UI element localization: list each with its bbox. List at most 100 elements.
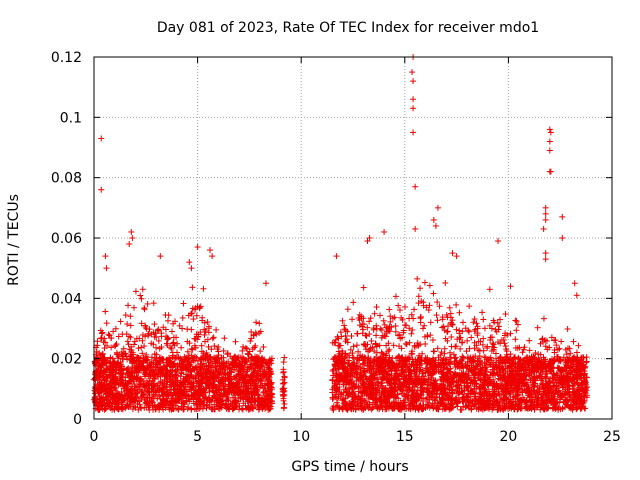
data-point xyxy=(280,359,287,366)
data-point xyxy=(138,344,145,351)
data-point xyxy=(204,319,211,326)
data-point xyxy=(512,336,519,343)
data-point xyxy=(221,335,228,342)
data-point xyxy=(112,325,119,332)
data-point xyxy=(417,313,424,320)
data-point xyxy=(350,299,357,306)
data-point xyxy=(402,340,409,347)
data-point xyxy=(583,354,590,361)
data-point xyxy=(165,312,172,319)
data-point xyxy=(401,303,408,310)
data-point xyxy=(434,345,441,352)
data-point xyxy=(507,351,514,358)
data-point xyxy=(94,380,101,387)
data-point xyxy=(371,310,378,317)
data-point xyxy=(103,320,110,327)
data-point xyxy=(466,303,473,310)
data-point xyxy=(257,348,264,355)
data-point xyxy=(179,314,186,321)
data-point xyxy=(465,328,472,335)
data-point xyxy=(470,319,477,326)
data-point xyxy=(575,342,582,349)
data-point xyxy=(448,333,455,340)
data-point xyxy=(260,344,267,351)
data-point xyxy=(138,405,145,412)
data-point xyxy=(373,304,380,311)
data-point xyxy=(210,334,217,341)
data-point xyxy=(141,343,148,350)
data-point xyxy=(446,304,453,311)
data-point xyxy=(453,301,460,308)
data-point xyxy=(102,339,109,346)
data-point xyxy=(448,343,455,350)
data-point xyxy=(139,286,146,293)
data-point xyxy=(164,336,171,343)
data-point xyxy=(172,318,179,325)
data-point xyxy=(540,315,547,322)
data-point xyxy=(131,304,138,311)
data-point xyxy=(102,308,109,315)
data-point xyxy=(348,332,355,339)
data-point xyxy=(386,346,393,353)
data-point xyxy=(253,319,260,326)
data-point xyxy=(421,322,428,329)
grid xyxy=(94,57,612,419)
data-point xyxy=(124,321,131,328)
data-point xyxy=(453,326,460,333)
data-point xyxy=(430,290,437,297)
data-point xyxy=(165,317,172,324)
data-point xyxy=(131,403,138,410)
data-point xyxy=(132,288,139,295)
data-point xyxy=(180,300,187,307)
data-point xyxy=(124,338,131,345)
data-point xyxy=(151,321,158,328)
data-point xyxy=(513,327,520,334)
data-point xyxy=(155,337,162,344)
data-point xyxy=(456,309,463,316)
data-point xyxy=(434,317,441,324)
data-point xyxy=(354,330,361,337)
chart-title: Day 081 of 2023, Rate Of TEC Index for r… xyxy=(157,20,539,36)
data-point xyxy=(377,325,384,332)
data-point xyxy=(122,312,129,319)
data-point xyxy=(240,343,247,350)
data-point xyxy=(512,317,519,324)
data-point xyxy=(526,347,533,354)
data-point xyxy=(496,323,503,330)
data-point xyxy=(211,342,218,349)
data-point xyxy=(280,404,287,411)
data-point xyxy=(468,334,475,341)
data-point xyxy=(141,305,148,312)
data-point xyxy=(281,354,288,361)
data-point xyxy=(168,345,175,352)
data-point xyxy=(188,326,195,333)
data-point xyxy=(256,320,263,327)
data-point xyxy=(417,285,424,292)
data-point xyxy=(125,302,132,309)
data-point xyxy=(486,286,493,293)
data-point xyxy=(248,335,255,342)
data-point xyxy=(213,326,220,333)
data-point xyxy=(198,342,205,349)
data-point xyxy=(502,311,509,318)
data-point xyxy=(408,330,415,337)
data-point xyxy=(382,333,389,340)
data-point xyxy=(556,345,563,352)
data-point xyxy=(209,335,216,342)
data-point xyxy=(360,284,367,291)
data-point xyxy=(139,350,146,357)
data-point xyxy=(573,349,580,356)
data-point xyxy=(280,392,287,399)
data-point xyxy=(479,309,486,316)
data-point xyxy=(344,306,351,313)
data-point xyxy=(390,342,397,349)
data-points xyxy=(91,54,591,413)
data-point xyxy=(427,319,434,326)
data-point xyxy=(110,328,117,335)
data-point xyxy=(433,312,440,319)
data-point xyxy=(138,320,145,327)
data-point xyxy=(426,282,433,289)
data-point xyxy=(232,338,239,345)
data-point xyxy=(564,325,571,332)
